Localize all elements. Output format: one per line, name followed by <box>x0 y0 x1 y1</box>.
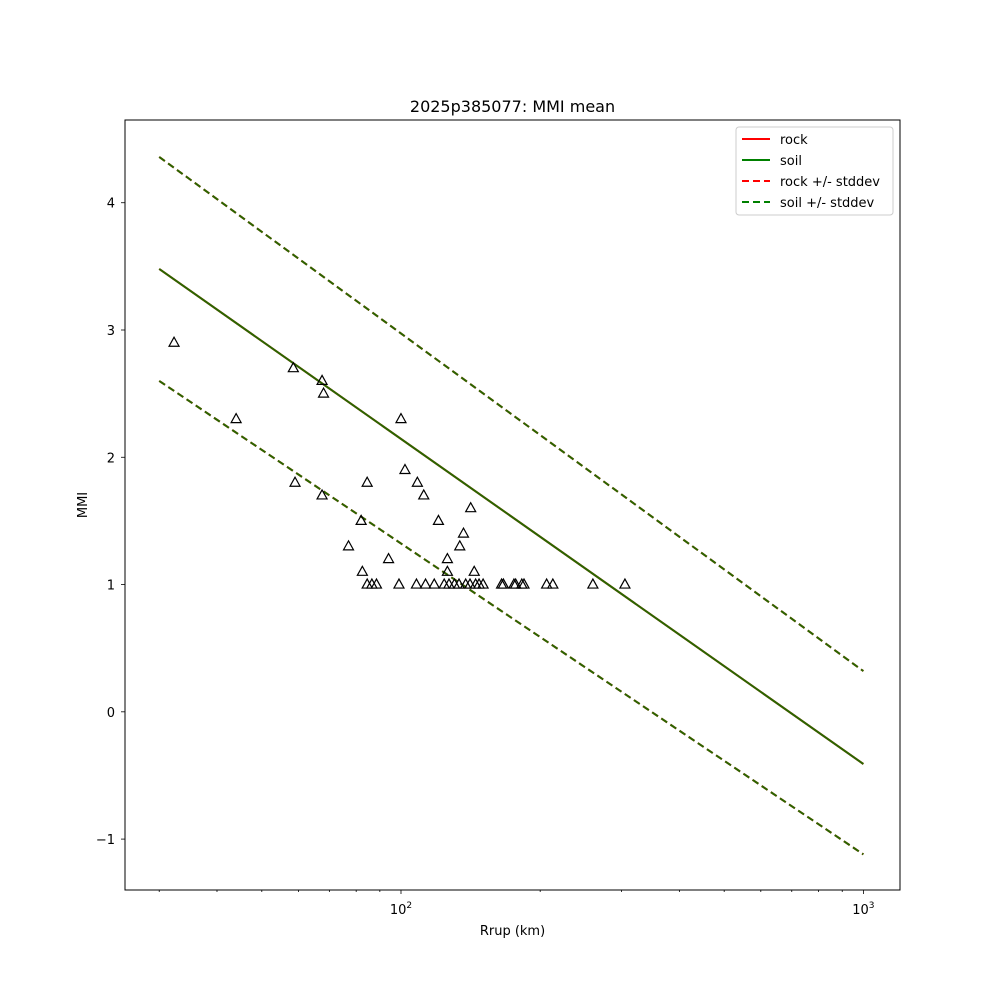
y-tick-label: 3 <box>107 324 115 339</box>
y-tick-label: 4 <box>107 197 115 212</box>
observation-marker <box>441 552 454 564</box>
plot-area <box>158 156 864 856</box>
observation-marker <box>287 361 300 373</box>
observation-marker <box>586 577 599 589</box>
soil-line <box>158 268 864 765</box>
legend-label: rock <box>780 133 808 148</box>
observation-marker <box>168 335 181 347</box>
soil-stddev-upper-line <box>158 156 864 672</box>
y-axis-label: MMI <box>76 492 91 518</box>
observation-marker <box>509 577 522 589</box>
legend-box <box>735 126 894 216</box>
observation-marker <box>618 577 631 589</box>
observation-marker <box>411 475 424 487</box>
chart-title: 2025p385077: MMI mean <box>410 97 615 116</box>
observation-marker <box>289 475 302 487</box>
observation-marker <box>517 577 531 589</box>
observation-marker <box>432 514 445 526</box>
x-axis-label: Rrup (km) <box>480 924 545 939</box>
x-tick-label: 102 <box>390 901 412 918</box>
observation-marker <box>428 577 441 589</box>
observation-marker <box>464 501 477 513</box>
observation-marker <box>410 577 423 589</box>
observation-marker <box>417 488 430 500</box>
observation-marker <box>355 514 368 526</box>
y-tick-label: −1 <box>96 833 115 848</box>
observation-marker <box>316 374 329 386</box>
observation-marker <box>370 577 383 589</box>
observation-marker <box>497 577 510 589</box>
observation-marker <box>392 577 405 589</box>
observation-marker <box>382 552 395 564</box>
observation-marker <box>477 577 490 589</box>
observation-marker <box>546 577 559 589</box>
legend: rock soil rock +/- stddev soil +/- stddev <box>735 126 894 216</box>
legend-label: soil <box>780 154 802 169</box>
y-axis: −1 0 1 2 3 4 <box>96 197 125 848</box>
observation-marker <box>317 386 330 398</box>
observation-marker <box>540 577 553 589</box>
observation-marker <box>342 539 355 551</box>
observation-marker <box>398 463 411 475</box>
x-tick-label: 103 <box>852 901 874 918</box>
y-tick-label: 0 <box>107 706 115 721</box>
observation-marker <box>419 577 432 589</box>
observation-marker <box>394 412 408 424</box>
axes-frame <box>124 119 901 891</box>
observation-marker <box>452 577 466 589</box>
y-tick-label: 2 <box>107 451 115 466</box>
soil-stddev-lower-line <box>158 380 864 856</box>
legend-label: soil +/- stddev <box>780 196 875 211</box>
y-tick-label: 1 <box>107 579 115 594</box>
observation-marker <box>457 526 470 538</box>
observation-marker <box>316 488 329 500</box>
observation-marker <box>441 565 454 576</box>
observation-marker <box>453 539 466 551</box>
legend-label: rock +/- stddev <box>780 175 880 190</box>
x-axis: 102 103 <box>158 890 875 918</box>
observation-marker <box>361 475 374 487</box>
observation-marker <box>468 565 481 576</box>
observation-marker <box>356 565 369 576</box>
observation-marker <box>230 412 243 424</box>
